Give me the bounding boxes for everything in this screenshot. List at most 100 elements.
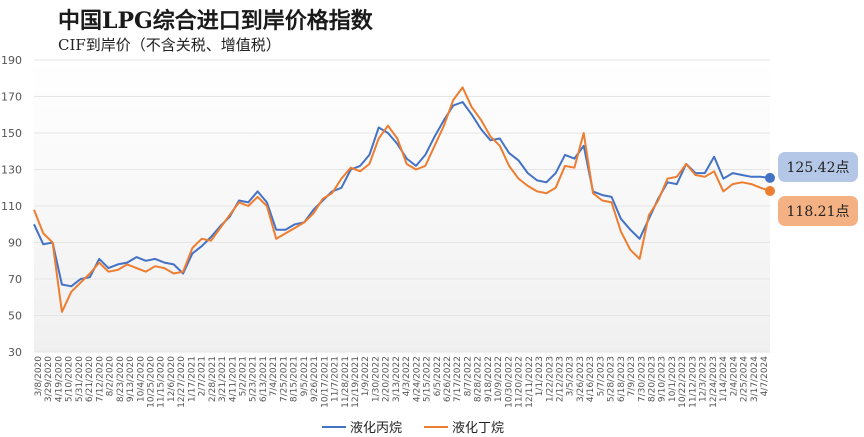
x-tick-label: 12/27/2020 [177,356,187,408]
x-tick-label: 1/17/2021 [187,356,197,402]
x-tick-label: 2/7/2021 [198,356,208,396]
legend-label-butane: 液化丁烷 [452,421,505,436]
legend-swatch-propane [322,425,346,428]
y-tick-label: 70 [8,273,22,286]
y-tick-label: 150 [1,127,22,140]
x-tick-label: 3/26/2023 [576,356,586,402]
x-tick-label: 11/20/2022 [515,356,525,408]
x-tick-label: 3/17/2024 [750,356,760,402]
x-tick-label: 2/12/2023 [555,356,565,402]
legend-label-propane: 液化丙烷 [350,421,403,436]
x-tick-label: 10/30/2022 [504,356,514,408]
x-tick-label: 3/13/2022 [392,356,402,402]
x-tick-label: 11/15/2020 [157,356,167,408]
x-tick-label: 8/7/2022 [463,356,473,396]
series-lines [33,86,771,313]
x-tick-label: 4/11/2021 [228,356,238,402]
x-tick-label: 11/12/2023 [688,356,698,408]
x-tick-label: 10/25/2020 [146,356,156,408]
x-tick-label: 3/8/2020 [34,356,44,397]
x-tick-label: 4/3/2022 [402,356,412,396]
propane-end-value-label: 125.42点 [778,152,858,182]
x-tick-label: 1/22/2023 [545,356,555,402]
x-tick-label: 12/3/2023 [699,356,709,402]
x-tick-label: 7/4/2021 [269,356,279,396]
x-tick-label: 3/5/2023 [566,356,576,396]
x-tick-label: 10/1/2023 [668,356,678,402]
y-tick-label: 130 [1,164,22,177]
butane-end-point [765,186,775,197]
x-tick-label: 11/28/2021 [341,356,351,408]
x-tick-label: 5/2/2021 [239,356,249,396]
x-tick-label: 3/21/2021 [218,356,228,402]
x-tick-label: 6/5/2022 [433,356,443,396]
x-tick-label: 8/28/2022 [474,356,484,402]
x-tick-label: 6/21/2020 [85,356,95,402]
x-tick-label: 1/14/2024 [719,356,729,402]
x-tick-label: 6/18/2023 [617,356,627,402]
x-tick-label: 1/9/2022 [361,356,371,396]
x-tick-label: 7/25/2021 [279,356,289,402]
legend: 液化丙烷 液化丁烷 [322,417,526,436]
x-tick-label: 4/19/2020 [54,356,64,402]
x-tick-label: 8/2/2020 [106,356,116,397]
propane-end-point [765,172,775,183]
x-axis: 3/8/2020 3/29/2020 4/19/2020 5/10/2020 5/31/… [34,356,770,408]
y-tick-label: 110 [1,200,22,213]
x-tick-label: 7/12/2020 [95,356,105,402]
legend-item-butane: 液化丁烷 [424,417,504,436]
chart-subtitle: CIF到岸价（不含关税、增值税） [58,36,281,54]
x-tick-label: 8/20/2023 [648,356,658,402]
x-tick-label: 4/7/2024 [760,356,770,397]
x-tick-label: 2/28/2021 [208,356,218,402]
x-tick-label: 6/13/2021 [259,356,269,402]
x-tick-label: 6/26/2022 [443,356,453,402]
x-tick-label: 10/4/2020 [136,356,146,402]
x-tick-label: 1/1/2023 [535,356,545,396]
y-tick-label: 50 [8,310,22,323]
y-tick-label: 90 [8,237,22,250]
x-tick-label: 8/15/2021 [290,356,300,402]
y-tick-label: 190 [1,54,22,67]
x-tick-label: 9/13/2020 [126,356,136,402]
x-tick-label: 4/16/2023 [586,356,596,402]
legend-swatch-butane [424,425,449,428]
x-tick-label: 8/23/2020 [116,356,126,402]
chart-title: 中国LPG综合进口到岸价格指数 [58,8,373,34]
gridlines [34,59,770,353]
x-tick-label: 10/22/2023 [678,356,688,408]
x-tick-label: 11/7/2021 [331,356,341,402]
x-tick-label: 9/10/2023 [658,356,668,402]
y-tick-label: 170 [1,91,22,104]
x-tick-label: 5/10/2020 [65,356,75,402]
x-tick-label: 10/9/2022 [494,356,504,402]
x-tick-label: 12/11/2022 [525,356,535,408]
series-endpoints [765,172,775,197]
butane-end-value-label: 118.21点 [778,196,858,226]
x-tick-label: 5/15/2022 [423,356,433,402]
x-tick-label: 7/30/2023 [637,356,647,402]
x-tick-label: 12/6/2020 [167,356,177,402]
x-tick-label: 9/18/2022 [484,356,494,402]
x-tick-label: 4/24/2022 [412,356,422,402]
y-tick-label: 30 [8,346,22,359]
x-tick-label: 12/19/2021 [351,356,361,408]
x-tick-label: 9/5/2021 [300,356,310,396]
x-tick-label: 2/4/2024 [729,356,739,397]
x-tick-label: 5/28/2023 [607,356,617,402]
x-tick-label: 2/20/2022 [382,356,392,402]
x-tick-label: 5/23/2021 [249,356,259,402]
x-tick-label: 2/25/2024 [740,356,750,402]
x-tick-label: 5/7/2023 [596,356,606,396]
x-tick-label: 12/24/2023 [709,356,719,408]
x-tick-label: 10/17/2021 [320,356,330,408]
x-tick-label: 5/31/2020 [75,356,85,402]
x-tick-label: 7/9/2023 [627,356,637,396]
x-tick-label: 1/30/2022 [371,356,381,402]
y-axis: 190 170 150 130 110 90 70 50 30 [1,54,22,359]
x-tick-label: 7/17/2022 [453,356,463,402]
legend-item-propane: 液化丙烷 [322,417,402,436]
butane-line [33,86,771,313]
x-tick-label: 9/26/2021 [310,356,320,402]
